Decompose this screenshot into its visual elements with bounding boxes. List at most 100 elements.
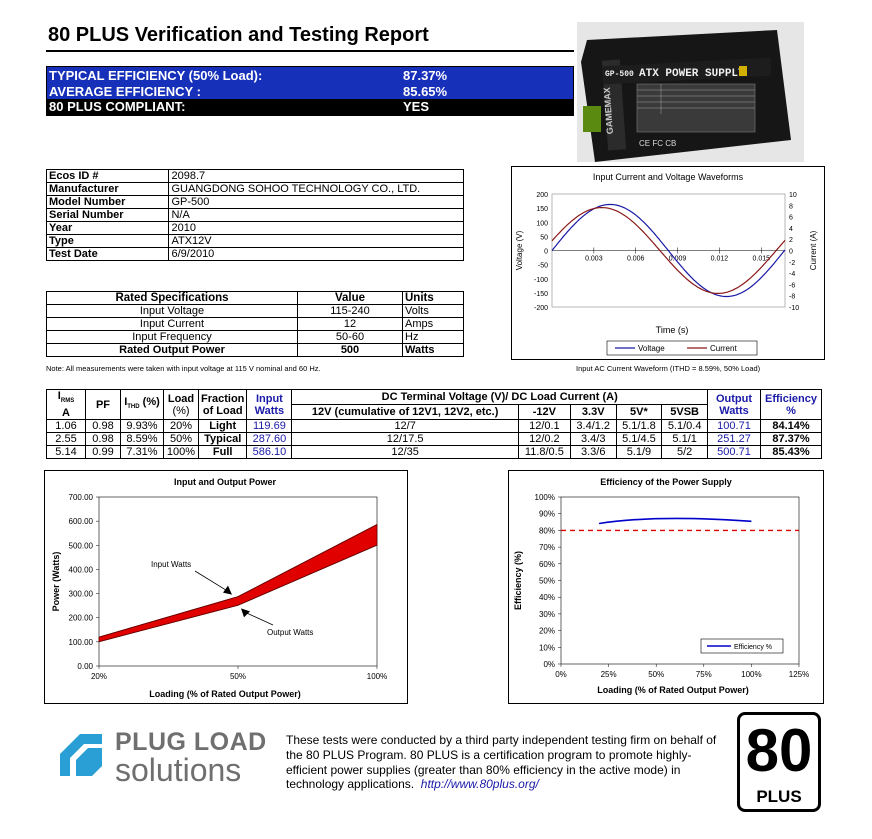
rated-spec: Rated Output Power bbox=[46, 343, 298, 357]
cell-5vsb: 5/2 bbox=[661, 445, 708, 460]
plot-area bbox=[98, 496, 378, 667]
y2-tick-label: 2 bbox=[789, 237, 793, 244]
cell-fraction: Light bbox=[197, 419, 248, 434]
rated-unit: Hz bbox=[402, 330, 464, 344]
summary-row-average: AVERAGE EFFICIENCY : 85.65% bbox=[47, 84, 573, 100]
meas-subheader-row: 12V (cumulative of 12V1, 12V2, etc.) -12… bbox=[47, 404, 822, 421]
cell-load: 100% bbox=[163, 445, 199, 460]
summary-label: 80 PLUS COMPLIANT: bbox=[49, 99, 186, 114]
product-photo: GAMEMAX GP-500 ATX POWER SUPPLY CE FC CB bbox=[577, 22, 804, 162]
chart-title: Input and Output Power bbox=[174, 477, 276, 487]
cell-output: 500.71 bbox=[707, 445, 761, 460]
cell-ithd: 7.31% bbox=[120, 445, 164, 460]
header-load: Load (%) bbox=[163, 388, 199, 421]
y2-axis-label: Current (A) bbox=[809, 230, 818, 270]
series-line-current bbox=[551, 207, 786, 294]
info-value: 2098.7 bbox=[168, 169, 464, 183]
info-row: Manufacturer GUANGDONG SOHOO TECHNOLOGY C… bbox=[45, 182, 464, 196]
info-row: Model Number GP-500 bbox=[45, 195, 464, 209]
x-tick-label: 0.006 bbox=[627, 256, 645, 263]
meas-row: 5.14 0.99 7.31% 100% Full 586.10 12/35 1… bbox=[46, 445, 822, 460]
cell-output: 100.71 bbox=[707, 419, 761, 434]
header-irms: IRMS A bbox=[46, 388, 86, 421]
rated-unit: Volts bbox=[402, 304, 464, 318]
rated-spec: Input Current bbox=[46, 317, 298, 331]
rated-value: 115-240 bbox=[297, 304, 403, 318]
y-tick-label: 70% bbox=[539, 543, 555, 552]
footer-link[interactable]: http://www.80plus.org/ bbox=[420, 777, 539, 792]
rated-header-units: Units bbox=[402, 291, 464, 305]
y-tick-label: 90% bbox=[539, 510, 555, 519]
header-5vsb: 5VSB bbox=[661, 404, 708, 421]
summary-label: AVERAGE EFFICIENCY : bbox=[49, 84, 201, 99]
y-tick-label: 600.00 bbox=[69, 517, 94, 526]
cell-fraction: Full bbox=[197, 445, 248, 460]
y-tick-label: 0 bbox=[544, 249, 548, 256]
rated-header-spec: Rated Specifications bbox=[46, 291, 298, 305]
efficiency-chart-svg: Efficiency of the Power Supply 100% 90% 80%… bbox=[513, 477, 809, 695]
photo-marks: CE FC CB bbox=[639, 139, 676, 148]
80plus-logo-text: PLUS bbox=[756, 787, 802, 806]
y2-tick-label: 8 bbox=[789, 203, 793, 210]
rated-spec-table: Rated Specifications Value Units Input V… bbox=[46, 291, 464, 357]
y-tick-label: 150 bbox=[536, 206, 548, 213]
cell-input: 119.69 bbox=[246, 419, 293, 434]
cell-ithd: 9.93% bbox=[120, 419, 164, 434]
x-axis-label: Loading (% of Rated Output Power) bbox=[597, 685, 749, 695]
cell-efficiency: 87.37% bbox=[760, 432, 822, 447]
meas-row: 1.06 0.98 9.93% 20% Light 119.69 12/7 12… bbox=[46, 419, 822, 434]
y-tick-label: 0.00 bbox=[77, 662, 93, 671]
rated-value: 12 bbox=[297, 317, 403, 331]
cell-3v3: 3.4/3 bbox=[569, 432, 617, 447]
cell-pf: 0.99 bbox=[85, 445, 121, 460]
rated-unit: Amps bbox=[402, 317, 464, 331]
cell-12v: 12/17.5 bbox=[291, 432, 519, 447]
y2-tick-label: -4 bbox=[789, 271, 795, 278]
info-row: Test Date 6/9/2010 bbox=[45, 247, 464, 261]
annotation-output-watts: Output Watts bbox=[267, 628, 313, 637]
cell-minus12v: 12/0.1 bbox=[517, 419, 571, 434]
cell-ithd: 8.59% bbox=[120, 432, 164, 447]
x-axis-label: Loading (% of Rated Output Power) bbox=[149, 689, 301, 699]
measurement-note: Note: All measurements were taken with i… bbox=[46, 364, 321, 373]
rated-value: 50-60 bbox=[297, 330, 403, 344]
y2-tick-label: 0 bbox=[789, 249, 793, 256]
y-axis-label: Efficiency (%) bbox=[513, 551, 523, 610]
cell-efficiency: 84.14% bbox=[760, 419, 822, 434]
series-line-output-watts bbox=[98, 544, 378, 643]
header-dc: DC Terminal Voltage (V)/ DC Load Current… bbox=[291, 388, 708, 406]
efficiency-line bbox=[598, 517, 752, 525]
x-tick-label: 0.012 bbox=[711, 256, 729, 263]
y-tick-label: 20% bbox=[539, 627, 555, 636]
plug-load-logo-subtext: solutions bbox=[115, 752, 242, 788]
legend-label: Current bbox=[710, 344, 737, 353]
y-axis-label: Voltage (V) bbox=[515, 230, 524, 270]
cell-5v: 5.1/4.5 bbox=[615, 432, 663, 447]
x-tick-label: 0% bbox=[555, 670, 567, 679]
series-line-input-watts bbox=[98, 524, 378, 638]
meas-row: 2.55 0.98 8.59% 50% Typical 287.60 12/17… bbox=[46, 432, 822, 447]
y-axis-label: Power (Watts) bbox=[51, 552, 61, 612]
y2-tick-label: -6 bbox=[789, 282, 795, 289]
cell-pf: 0.98 bbox=[85, 432, 121, 447]
waveform-chart-svg: Input Current and Voltage Waveforms20015… bbox=[515, 172, 818, 356]
rated-unit: Watts bbox=[402, 343, 464, 357]
y-tick-label: 50% bbox=[539, 577, 555, 586]
photo-brand: GAMEMAX bbox=[602, 87, 615, 135]
y-tick-label: 30% bbox=[539, 610, 555, 619]
cell-minus12v: 11.8/0.5 bbox=[517, 445, 571, 460]
cell-pf: 0.98 bbox=[85, 419, 121, 434]
cell-minus12v: 12/0.2 bbox=[517, 432, 571, 447]
summary-row-compliant: 80 PLUS COMPLIANT: YES bbox=[47, 99, 573, 115]
cell-fraction: Typical bbox=[197, 432, 248, 447]
rated-spec: Input Voltage bbox=[46, 304, 298, 318]
arrow-head bbox=[241, 608, 250, 618]
header-ithd: ITHD (%) bbox=[120, 388, 164, 421]
x-tick-label: 0.003 bbox=[585, 256, 603, 263]
plug-load-logo-text: PLUG LOAD bbox=[115, 728, 267, 756]
annotation-arrow bbox=[194, 570, 231, 593]
y-tick-label: -200 bbox=[534, 305, 548, 312]
cell-5v: 5.1/1.8 bbox=[615, 419, 663, 434]
annotation-arrow bbox=[242, 610, 274, 626]
cell-irms: 1.06 bbox=[46, 419, 86, 434]
